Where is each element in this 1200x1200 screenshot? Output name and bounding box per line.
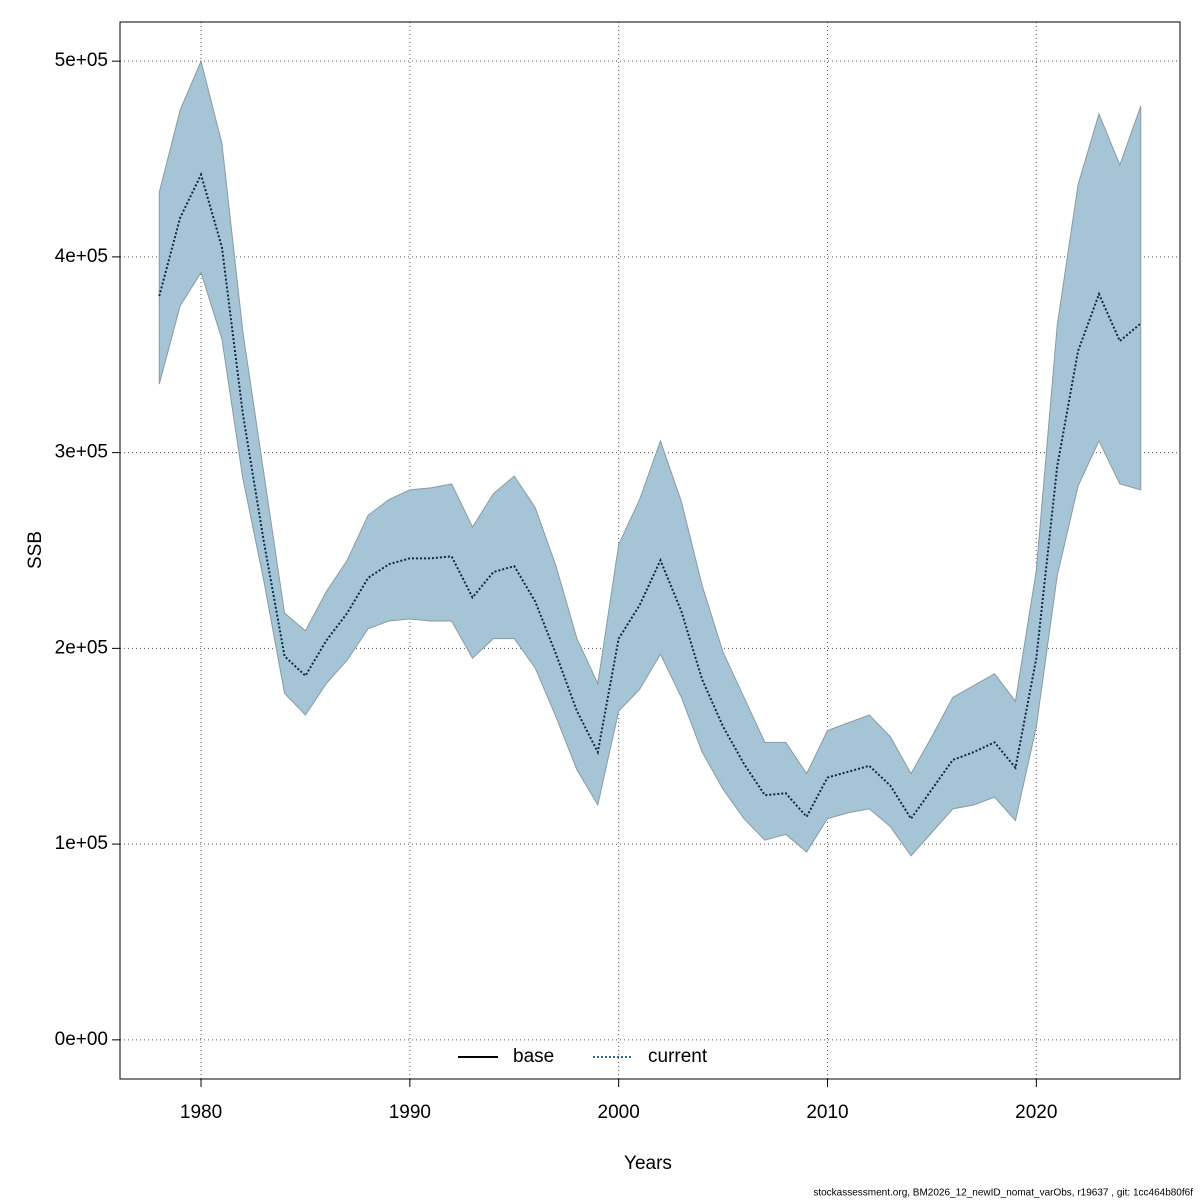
y-tick-label: 2e+05 xyxy=(55,637,108,658)
plot-frame xyxy=(119,21,1181,1080)
y-tick-label: 5e+05 xyxy=(55,50,108,71)
x-tick-label: 2000 xyxy=(598,1102,640,1123)
x-tick-label: 1980 xyxy=(180,1102,222,1123)
x-tick-label: 2020 xyxy=(1015,1102,1057,1123)
x-axis-label: Years xyxy=(624,1153,672,1174)
legend-label: base xyxy=(513,1046,554,1067)
line xyxy=(158,171,1142,821)
footer: stockassessment.org, BM2026_12_newID_nom… xyxy=(813,1188,1193,1199)
y-tick-label: 4e+05 xyxy=(55,246,108,267)
x-tick-label: 1990 xyxy=(389,1102,431,1123)
x-tick-label: 2010 xyxy=(806,1102,848,1123)
y-axis-label: SSB xyxy=(25,531,46,569)
y-tick-label: 1e+05 xyxy=(55,833,108,854)
y-tick-label: 3e+05 xyxy=(55,442,108,463)
confidence-band xyxy=(158,59,1142,857)
legend-label: current xyxy=(648,1046,708,1067)
y-tick-label: 0e+00 xyxy=(55,1029,108,1050)
